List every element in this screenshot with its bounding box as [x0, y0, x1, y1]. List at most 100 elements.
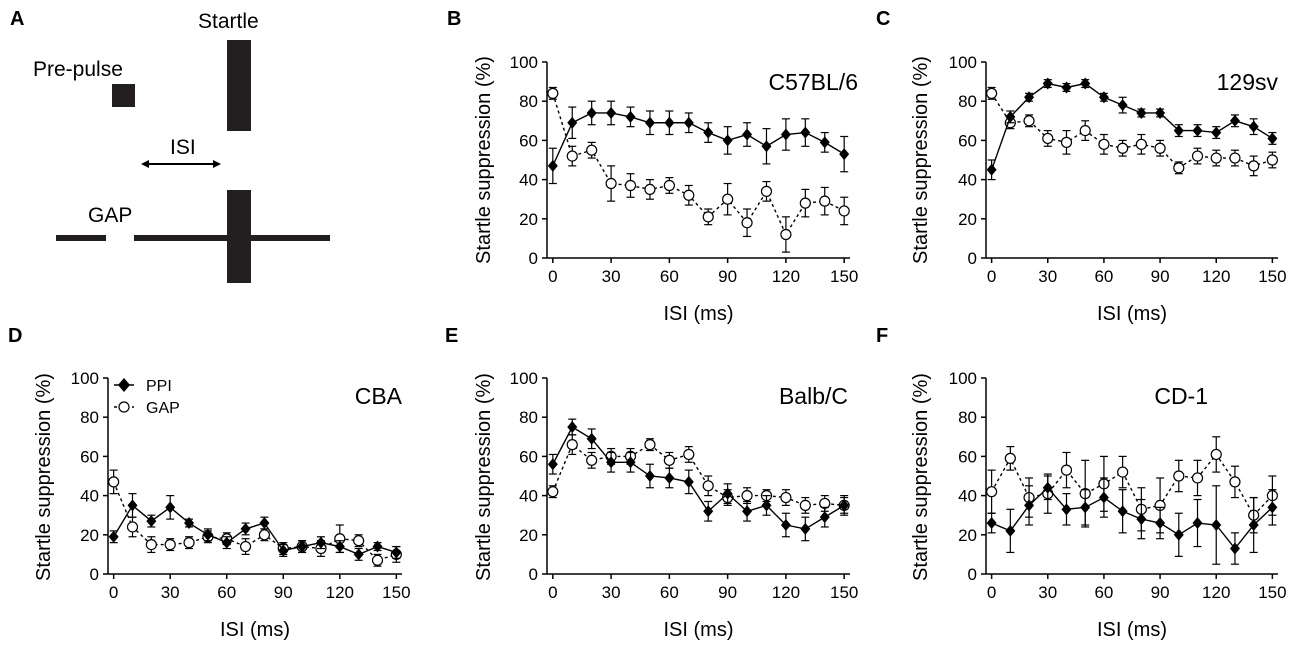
- chart-title: Balb/C: [779, 383, 848, 409]
- data-point-circle: [586, 454, 598, 466]
- data-point-diamond: [586, 432, 597, 445]
- data-point-diamond: [800, 126, 811, 139]
- isi-label: ISI: [170, 136, 196, 159]
- data-point-diamond: [315, 536, 326, 549]
- data-point-diamond: [722, 487, 733, 500]
- data-point-diamond: [1042, 77, 1053, 90]
- x-axis-title: ISI (ms): [664, 619, 734, 641]
- data-point-diamond: [1080, 501, 1091, 514]
- y-tick-label: 0: [968, 565, 977, 584]
- data-point-circle: [566, 439, 578, 451]
- y-tick-label: 40: [519, 487, 538, 506]
- series-line: [113, 481, 397, 562]
- series-line: [552, 112, 845, 167]
- data-point-circle: [722, 193, 734, 205]
- startle-block: [227, 40, 251, 131]
- chart-title: CBA: [355, 383, 403, 409]
- data-point-diamond: [683, 116, 694, 129]
- data-point-circle: [1023, 115, 1035, 127]
- series-line: [991, 92, 1273, 169]
- y-tick-label: 100: [71, 369, 99, 388]
- legend-gap-marker: [118, 401, 130, 413]
- y-tick-label: 60: [958, 131, 977, 150]
- data-point-circle: [986, 87, 998, 99]
- data-point-diamond: [1173, 528, 1184, 541]
- x-tick-label: 90: [1151, 583, 1170, 602]
- data-point-circle: [838, 205, 850, 217]
- data-point-diamond: [334, 540, 345, 553]
- chart-panel-c: C 0 20 40 60 80 100 0 30 60 90 120 150 ISI (ms) Startl…: [876, 8, 1287, 325]
- y-tick-label: 100: [949, 53, 977, 72]
- y-axis-title: Startle suppression (%): [473, 373, 495, 581]
- data-point-diamond: [606, 456, 617, 469]
- data-point-diamond: [165, 501, 176, 514]
- y-tick-label: 0: [968, 249, 977, 268]
- data-point-diamond: [722, 134, 733, 147]
- panel-letter: C: [876, 8, 890, 30]
- panel-letter: B: [447, 8, 461, 30]
- data-point-diamond: [586, 106, 597, 119]
- data-point-circle: [371, 554, 384, 566]
- data-point-circle: [780, 491, 792, 504]
- series-gap: [986, 436, 1278, 534]
- data-point-diamond: [353, 548, 364, 561]
- chart-panel-f: F 0 20 40 60 80 100 0 30 60 90 120 150 ISI (ms) Startl…: [876, 325, 1287, 641]
- series-line: [552, 443, 845, 507]
- x-tick-label: 90: [718, 267, 737, 286]
- y-tick-label: 60: [80, 447, 99, 466]
- data-point-diamond: [761, 499, 772, 512]
- data-point-circle: [1004, 452, 1016, 464]
- x-axis-title: ISI (ms): [664, 303, 734, 325]
- data-point-circle: [683, 448, 695, 461]
- series-line: [991, 453, 1273, 517]
- data-point-circle: [126, 521, 139, 533]
- series-line: [113, 504, 397, 556]
- chart-panel-b: B 0 20 40 60 80 100 0 30 60 90 120 150 ISI (ms) Startl…: [447, 8, 858, 325]
- x-tick-label: 150: [830, 267, 858, 286]
- data-point-diamond: [780, 128, 791, 141]
- data-point-diamond: [221, 536, 232, 549]
- x-tick-label: 120: [772, 267, 800, 286]
- data-point-diamond: [127, 499, 138, 512]
- data-point-circle: [353, 535, 365, 547]
- data-point-diamond: [567, 421, 578, 433]
- data-point-circle: [760, 185, 773, 197]
- data-point-diamond: [202, 528, 213, 541]
- data-point-circle: [145, 538, 157, 551]
- y-tick-label: 20: [519, 526, 538, 545]
- data-point-diamond: [1098, 491, 1109, 504]
- data-point-diamond: [780, 519, 791, 531]
- chart-panel-e: E 0 20 40 60 80 100 0 30 60 90 120 150 ISI (ms) Startl…: [445, 325, 858, 641]
- data-point-diamond: [184, 517, 195, 530]
- y-axis-title: Startle suppression (%): [910, 373, 932, 581]
- x-tick-label: 120: [326, 583, 354, 602]
- data-point-diamond: [1042, 481, 1053, 494]
- legend-ppi-marker: [118, 378, 130, 392]
- y-tick-label: 20: [80, 526, 99, 545]
- data-point-circle: [1266, 154, 1278, 166]
- series-gap: [547, 86, 850, 253]
- data-point-diamond: [819, 136, 830, 149]
- data-point-diamond: [240, 522, 251, 535]
- x-tick-label: 90: [1151, 267, 1170, 286]
- y-tick-label: 100: [949, 369, 977, 388]
- data-point-circle: [1060, 464, 1073, 476]
- y-tick-label: 60: [958, 447, 977, 466]
- data-point-diamond: [1173, 124, 1184, 137]
- x-tick-label: 60: [660, 267, 679, 286]
- y-tick-label: 0: [529, 249, 538, 268]
- data-point-diamond: [297, 540, 308, 553]
- data-point-diamond: [1211, 126, 1222, 139]
- data-point-circle: [663, 454, 675, 466]
- data-point-circle: [1191, 150, 1204, 162]
- data-point-diamond: [1005, 110, 1016, 123]
- data-point-circle: [1229, 476, 1241, 488]
- x-tick-label: 120: [772, 583, 800, 602]
- data-point-diamond: [644, 470, 655, 482]
- y-tick-label: 80: [519, 92, 538, 111]
- series-ppi: [108, 493, 402, 561]
- data-point-diamond: [986, 517, 997, 530]
- y-tick-label: 40: [958, 487, 977, 506]
- data-point-circle: [605, 177, 617, 190]
- x-tick-label: 90: [274, 583, 293, 602]
